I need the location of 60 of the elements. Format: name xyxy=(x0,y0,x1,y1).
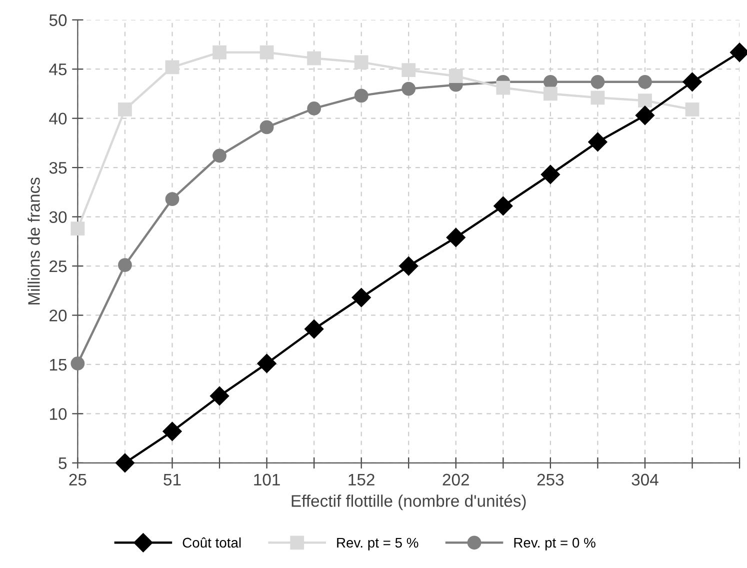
point xyxy=(402,82,416,96)
y-tick-label: 10 xyxy=(50,408,67,420)
point xyxy=(115,453,134,472)
point xyxy=(494,196,513,216)
point xyxy=(165,60,180,74)
point xyxy=(304,319,324,339)
legend-label: Coût total xyxy=(182,537,241,548)
x-tick-label: 304 xyxy=(632,474,658,486)
x-tick-label: 253 xyxy=(537,474,564,486)
point xyxy=(212,148,226,163)
y-tick-label: 50 xyxy=(49,14,67,26)
point xyxy=(590,74,605,89)
point xyxy=(635,106,655,125)
point xyxy=(260,45,274,60)
point xyxy=(354,88,368,103)
y-tick-label: 35 xyxy=(49,162,67,174)
point xyxy=(588,132,608,152)
point xyxy=(448,69,463,83)
point xyxy=(352,288,371,308)
y-tick-label: 20 xyxy=(50,310,67,322)
point xyxy=(543,86,558,101)
point xyxy=(638,94,652,108)
x-axis-title: Effectif flottille (nombre d'unités) xyxy=(292,494,526,510)
point xyxy=(638,74,652,89)
y-tick-label: 45 xyxy=(49,64,67,76)
point xyxy=(399,256,418,276)
point xyxy=(257,354,276,374)
point xyxy=(446,228,466,247)
point xyxy=(162,422,182,441)
point xyxy=(212,45,226,60)
point xyxy=(685,102,700,116)
point xyxy=(354,55,368,70)
point xyxy=(260,120,274,134)
x-tick-label: 25 xyxy=(69,474,86,486)
y-tick-label: 15 xyxy=(50,359,67,371)
x-tick-label: 202 xyxy=(442,474,469,486)
point xyxy=(307,51,322,66)
y-tick-label: 25 xyxy=(50,260,67,272)
point xyxy=(307,102,322,116)
point xyxy=(540,164,560,184)
point xyxy=(118,102,132,116)
point xyxy=(70,222,85,236)
point xyxy=(210,386,230,406)
y-axis-title: Millions de francs xyxy=(28,178,40,304)
point xyxy=(118,258,132,272)
x-tick-label: 51 xyxy=(164,474,181,486)
point xyxy=(682,72,702,92)
y-tick-label: 5 xyxy=(58,457,67,470)
legend-label: Rev. pt = 5 % xyxy=(337,538,418,550)
point xyxy=(402,63,416,78)
y-tick-label: 40 xyxy=(49,112,67,125)
y-tick-label: 30 xyxy=(49,211,67,223)
x-tick-label: 152 xyxy=(348,474,374,486)
point xyxy=(496,80,510,95)
point xyxy=(70,356,85,370)
point xyxy=(543,74,558,89)
legend-label: Rev. pt = 0 % xyxy=(514,538,596,550)
x-tick-label: 101 xyxy=(254,474,280,486)
point xyxy=(590,90,605,105)
point xyxy=(165,192,180,206)
